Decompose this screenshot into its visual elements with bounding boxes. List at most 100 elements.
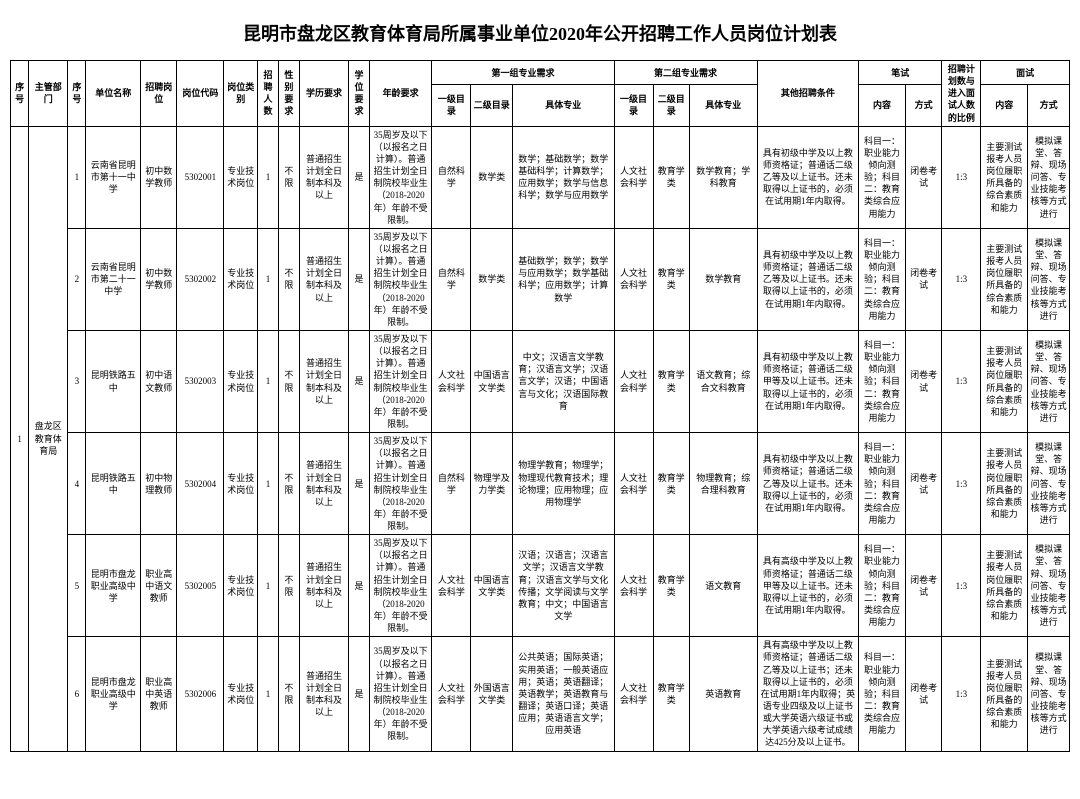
th-group1: 第一组专业需求 bbox=[432, 61, 614, 85]
cell-examm: 闭卷考试 bbox=[905, 637, 941, 751]
th-degree: 学位要求 bbox=[349, 61, 370, 127]
cell-ratio: 1:3 bbox=[942, 637, 981, 751]
th-count: 招聘人数 bbox=[258, 61, 279, 127]
th-unit: 单位名称 bbox=[86, 61, 141, 127]
cell-g1c: 数学；基础数学；数学基础科学；计算数学；应用数学；数学与信息科学；数学与应用数学 bbox=[513, 126, 614, 228]
cell-intc: 主要测试报考人员岗位履职所具备的综合素质和能力 bbox=[981, 637, 1028, 751]
cell-degree: 是 bbox=[349, 126, 370, 228]
cell-idx: 4 bbox=[68, 433, 86, 535]
cell-g1b: 中国语言文学类 bbox=[471, 330, 513, 432]
cell-g1b: 外国语言文学类 bbox=[471, 637, 513, 751]
th-edu: 学历要求 bbox=[299, 61, 348, 127]
cell-examc: 科目一：职业能力倾向测验；科目二：教育类综合应用能力 bbox=[859, 228, 906, 330]
cell-g2a: 人文社会科学 bbox=[614, 433, 653, 535]
cell-postcode: 5302003 bbox=[177, 330, 224, 432]
cell-g2c: 物理教育；综合理科教育 bbox=[689, 433, 757, 535]
cell-g1c: 中文；汉语言文学教育；汉语言文学；汉语言文学；汉语；中国语言与文化；汉语国际教育 bbox=[513, 330, 614, 432]
th-gender: 性别要求 bbox=[278, 61, 299, 127]
th-seq: 序号 bbox=[11, 61, 29, 127]
cell-degree: 是 bbox=[349, 228, 370, 330]
cell-g2c: 数学教育；学科教育 bbox=[689, 126, 757, 228]
cell-postcat: 专业技术岗位 bbox=[224, 433, 258, 535]
th-examm: 方式 bbox=[905, 85, 941, 126]
cell-other: 具有高级中学及以上教师资格证；普通话二级乙等及以上证书；还未取得以上证书的，必须… bbox=[757, 637, 858, 751]
cell-age: 35周岁及以下（以报名之日计算）。普通招生计划全日制院校毕业生（2018-202… bbox=[369, 433, 431, 535]
cell-seq: 1 bbox=[11, 126, 29, 751]
cell-g2a: 人文社会科学 bbox=[614, 637, 653, 751]
th-g1c: 具体专业 bbox=[513, 85, 614, 126]
th-g1b: 二级目录 bbox=[471, 85, 513, 126]
cell-g2b: 教育学类 bbox=[653, 330, 689, 432]
cell-ratio: 1:3 bbox=[942, 433, 981, 535]
th-age: 年龄要求 bbox=[369, 61, 431, 127]
th-group2: 第二组专业需求 bbox=[614, 61, 757, 85]
cell-g1a: 人文社会科学 bbox=[432, 535, 471, 637]
cell-age: 35周岁及以下（以报名之日计算）。普通招生计划全日制院校毕业生（2018-202… bbox=[369, 637, 431, 751]
cell-postcode: 5302004 bbox=[177, 433, 224, 535]
cell-postname: 初中数学教师 bbox=[141, 228, 177, 330]
cell-unit: 云南省昆明市第二十一中学 bbox=[86, 228, 141, 330]
cell-g1c: 公共英语；国际英语；实用英语；一般英语应用；英语；英语翻译；英语教学；英语教育与… bbox=[513, 637, 614, 751]
th-interview: 面试 bbox=[981, 61, 1070, 85]
cell-g1b: 数学类 bbox=[471, 126, 513, 228]
cell-age: 35周岁及以下（以报名之日计算）。普通招生计划全日制院校毕业生（2018-202… bbox=[369, 228, 431, 330]
cell-count: 1 bbox=[258, 126, 279, 228]
th-intm: 方式 bbox=[1028, 85, 1070, 126]
cell-examm: 闭卷考试 bbox=[905, 126, 941, 228]
cell-idx: 6 bbox=[68, 637, 86, 751]
cell-gender: 不限 bbox=[278, 637, 299, 751]
cell-edu: 普通招生计划全日制本科及以上 bbox=[299, 330, 348, 432]
cell-postcode: 5302005 bbox=[177, 535, 224, 637]
th-dept: 主管部门 bbox=[29, 61, 68, 127]
table-row: 2云南省昆明市第二十一中学初中数学教师5302002专业技术岗位1不限普通招生计… bbox=[11, 228, 1070, 330]
cell-gender: 不限 bbox=[278, 330, 299, 432]
cell-g2b: 教育学类 bbox=[653, 228, 689, 330]
cell-postcat: 专业技术岗位 bbox=[224, 126, 258, 228]
cell-postcat: 专业技术岗位 bbox=[224, 535, 258, 637]
cell-degree: 是 bbox=[349, 637, 370, 751]
cell-g1b: 物理学及力学类 bbox=[471, 433, 513, 535]
table-row: 3昆明铁路五中初中语文教师5302003专业技术岗位1不限普通招生计划全日制本科… bbox=[11, 330, 1070, 432]
cell-unit: 昆明铁路五中 bbox=[86, 433, 141, 535]
cell-idx: 3 bbox=[68, 330, 86, 432]
cell-dept: 盘龙区教育体育局 bbox=[29, 126, 68, 751]
cell-intm: 模拟课堂、答辩、现场问答、专业技能考核等方式进行 bbox=[1028, 228, 1070, 330]
cell-age: 35周岁及以下（以报名之日计算）。普通招生计划全日制院校毕业生（2018-202… bbox=[369, 126, 431, 228]
cell-edu: 普通招生计划全日制本科及以上 bbox=[299, 433, 348, 535]
th-postcode: 岗位代码 bbox=[177, 61, 224, 127]
cell-postname: 初中语文教师 bbox=[141, 330, 177, 432]
cell-postname: 初中数学教师 bbox=[141, 126, 177, 228]
cell-intc: 主要测试报考人员岗位履职所具备的综合素质和能力 bbox=[981, 126, 1028, 228]
cell-postname: 职业高中英语教师 bbox=[141, 637, 177, 751]
cell-g1a: 人文社会科学 bbox=[432, 330, 471, 432]
th-postname: 招聘岗位 bbox=[141, 61, 177, 127]
cell-postcat: 专业技术岗位 bbox=[224, 637, 258, 751]
cell-examc: 科目一：职业能力倾向测验；科目二：教育类综合应用能力 bbox=[859, 330, 906, 432]
cell-g2b: 教育学类 bbox=[653, 637, 689, 751]
cell-unit: 昆明市盘龙职业高级中学 bbox=[86, 535, 141, 637]
th-g1a: 一级目录 bbox=[432, 85, 471, 126]
cell-other: 具有初级中学及以上教师资格证；普通话二级乙等及以上证书。还未取得以上证书的，必须… bbox=[757, 228, 858, 330]
cell-g1c: 汉语；汉语言；汉语言文学；汉语言文学教育；汉语言文学与文化传播；文学阅读与文学教… bbox=[513, 535, 614, 637]
cell-g1a: 自然科学 bbox=[432, 126, 471, 228]
th-idx: 序号 bbox=[68, 61, 86, 127]
th-g2a: 一级目录 bbox=[614, 85, 653, 126]
th-written: 笔试 bbox=[859, 61, 942, 85]
cell-edu: 普通招生计划全日制本科及以上 bbox=[299, 637, 348, 751]
cell-postcode: 5302002 bbox=[177, 228, 224, 330]
cell-g2c: 数学教育 bbox=[689, 228, 757, 330]
cell-age: 35周岁及以下（以报名之日计算）。普通招生计划全日制院校毕业生（2018-202… bbox=[369, 330, 431, 432]
cell-g1c: 物理学教育；物理学；物理现代教育技术；理论物理；应用物理；应用物理学 bbox=[513, 433, 614, 535]
cell-postcode: 5302001 bbox=[177, 126, 224, 228]
cell-edu: 普通招生计划全日制本科及以上 bbox=[299, 126, 348, 228]
cell-g1a: 人文社会科学 bbox=[432, 637, 471, 751]
cell-intc: 主要测试报考人员岗位履职所具备的综合素质和能力 bbox=[981, 228, 1028, 330]
cell-edu: 普通招生计划全日制本科及以上 bbox=[299, 535, 348, 637]
cell-degree: 是 bbox=[349, 433, 370, 535]
cell-intm: 模拟课堂、答辩、现场问答、专业技能考核等方式进行 bbox=[1028, 330, 1070, 432]
table-row: 4昆明铁路五中初中物理教师5302004专业技术岗位1不限普通招生计划全日制本科… bbox=[11, 433, 1070, 535]
cell-postcode: 5302006 bbox=[177, 637, 224, 751]
cell-g2c: 语文教育；综合文科教育 bbox=[689, 330, 757, 432]
cell-degree: 是 bbox=[349, 535, 370, 637]
cell-unit: 云南省昆明市第十一中学 bbox=[86, 126, 141, 228]
